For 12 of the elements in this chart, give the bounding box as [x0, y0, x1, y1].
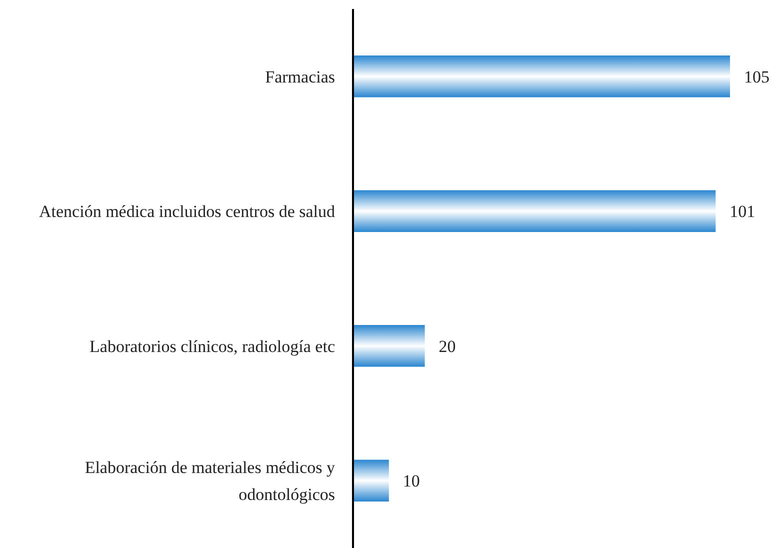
bar	[353, 460, 389, 502]
data-label: 20	[438, 336, 456, 356]
y-tick-label: Elaboración de materiales médicos y odontológicos	[84, 458, 336, 504]
y-tick-label: Farmacias	[265, 67, 335, 86]
data-label: 105	[744, 67, 770, 86]
bar	[353, 324, 425, 367]
data-label: 10	[402, 472, 420, 491]
bar	[353, 190, 716, 232]
bar	[353, 55, 730, 98]
y-tick-label: Atención médica incluidos centros de salud	[39, 202, 336, 222]
data-label: 101	[730, 202, 756, 222]
y-tick-label: Laboratorios clínicos, radiología etc	[90, 336, 336, 356]
